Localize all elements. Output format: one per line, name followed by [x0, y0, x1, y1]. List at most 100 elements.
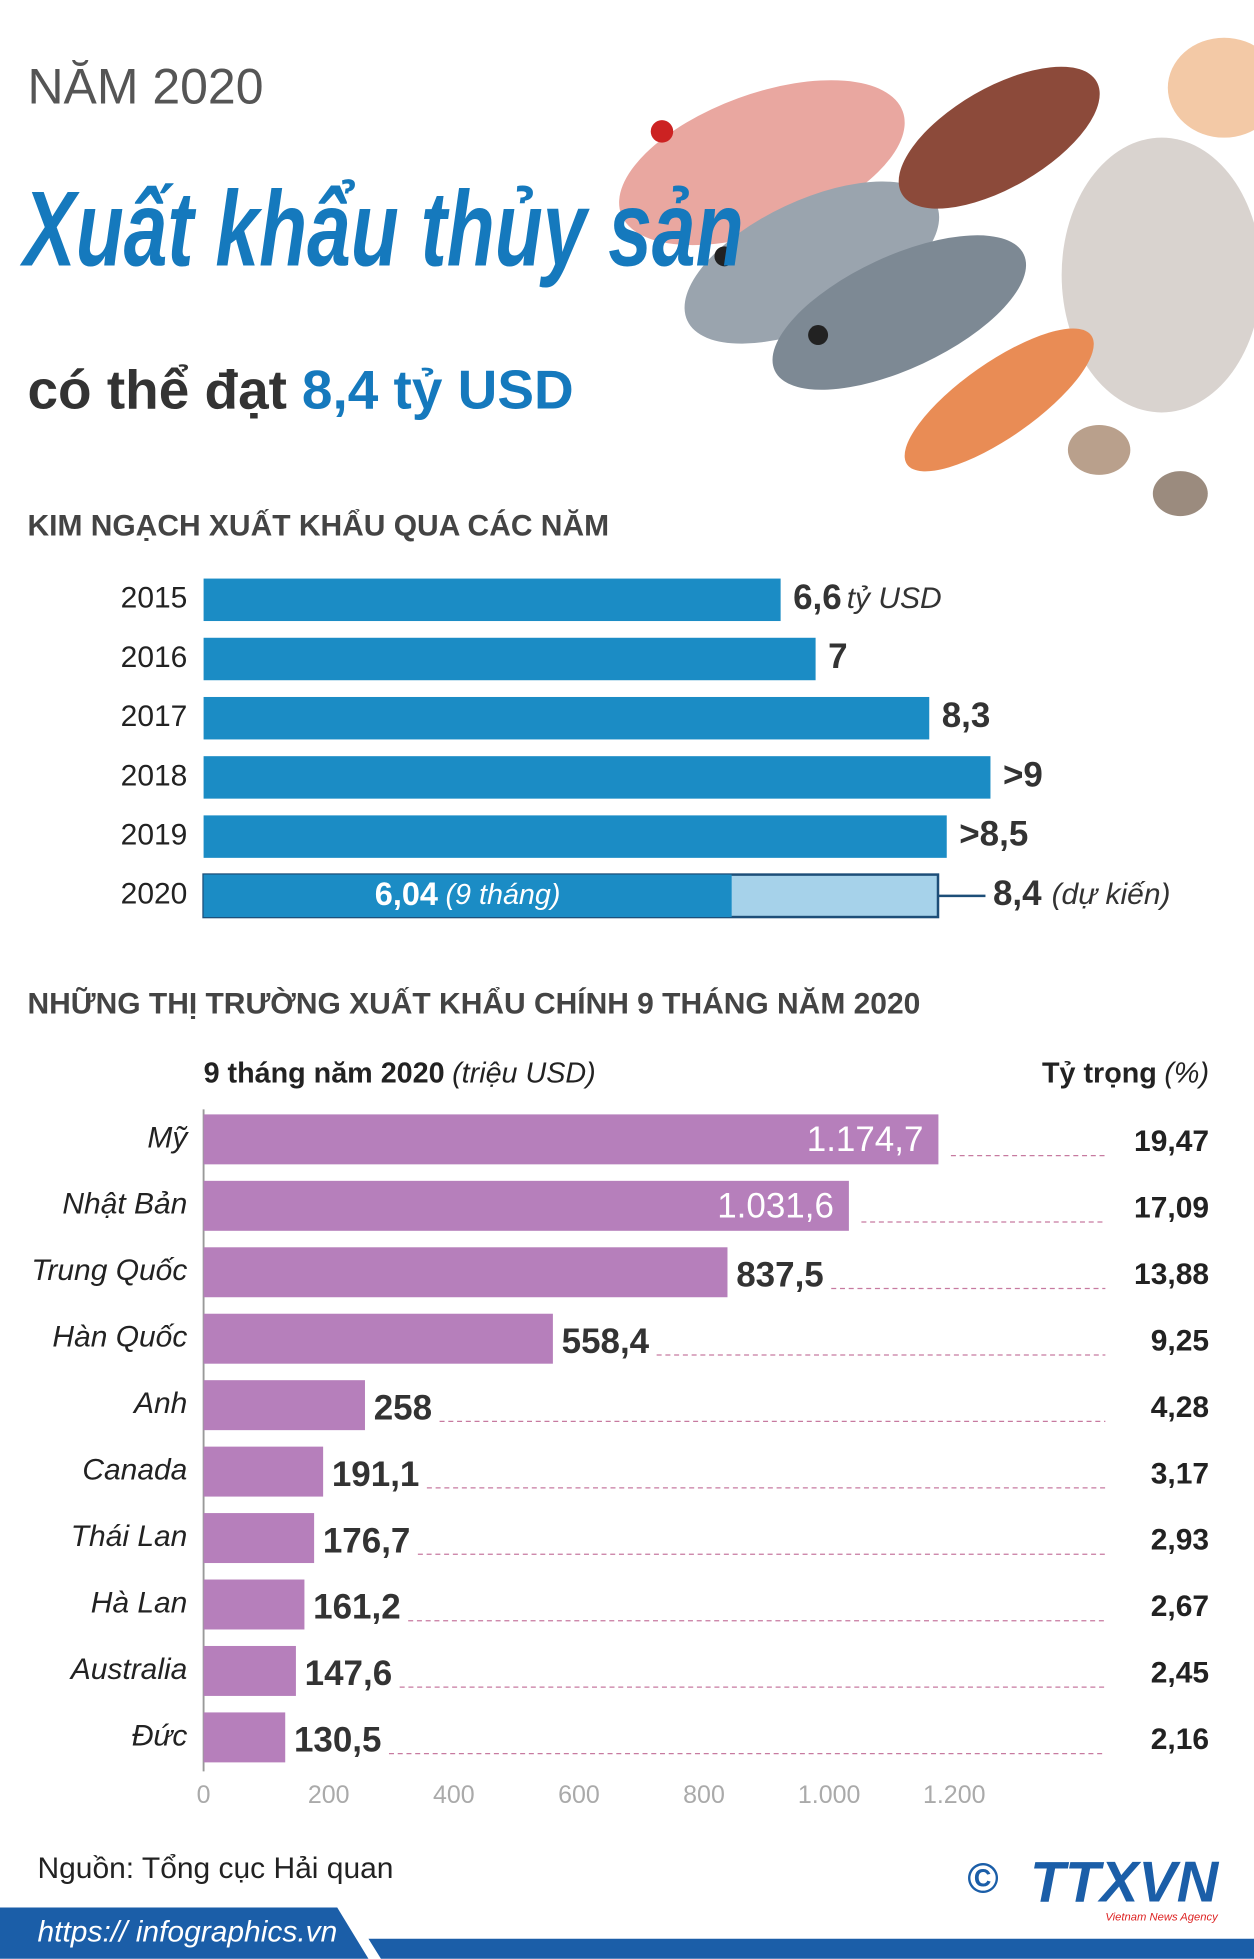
forecast-note: (dự kiến): [1052, 878, 1171, 911]
share-value: 3,17: [1151, 1457, 1209, 1490]
bar-partial: [203, 874, 732, 918]
category-label: 2017: [121, 700, 188, 733]
bar: [203, 1313, 553, 1364]
copyright: ©: [967, 1854, 998, 1901]
markets-chart: NHỮNG THỊ TRƯỜNG XUẤT KHẨU CHÍNH 9 THÁNG…: [27, 987, 1209, 1809]
bar: [203, 1645, 296, 1696]
share-label: Tỷ trọng: [1042, 1057, 1157, 1089]
value: 8,4: [993, 874, 1042, 913]
category-label: 2018: [121, 759, 188, 792]
value-label: >8,5: [959, 815, 1028, 854]
category-label: 2019: [121, 819, 188, 852]
category-label: 2015: [121, 582, 188, 615]
category-label: Anh: [132, 1387, 187, 1420]
value-label: >9: [1003, 756, 1043, 795]
bar: [203, 1513, 315, 1564]
category-label: Trung Quốc: [31, 1254, 187, 1287]
share-header: Tỷ trọng (%): [1042, 1057, 1209, 1089]
bar: [203, 637, 816, 681]
share-value: 17,09: [1134, 1191, 1209, 1224]
bar: [203, 815, 947, 858]
bar: [203, 578, 781, 622]
x-tick-label: 200: [308, 1781, 350, 1809]
category-label: Hàn Quốc: [52, 1321, 187, 1354]
x-tick-label: 600: [558, 1781, 600, 1809]
value-label: 7: [828, 637, 847, 676]
value: >8,5: [959, 815, 1028, 854]
share-value: 2,45: [1151, 1657, 1209, 1690]
x-tick-label: 1.000: [798, 1781, 860, 1809]
logo: TTXVN: [1030, 1850, 1220, 1914]
axis-title: 9 tháng năm 2020 (triệu USD): [204, 1057, 596, 1089]
year-label: NĂM 2020: [27, 58, 263, 114]
bar: [203, 696, 930, 740]
bar: [203, 1247, 728, 1298]
bar: [203, 1712, 286, 1763]
share-value: 2,16: [1151, 1723, 1209, 1756]
value-label: 8,4 (dự kiến): [993, 874, 1171, 913]
x-tick-label: 1.200: [923, 1781, 985, 1809]
share-unit: (%): [1164, 1057, 1209, 1089]
value-label: 258: [374, 1388, 432, 1427]
value-label: 191,1: [332, 1455, 420, 1494]
category-label: Hà Lan: [91, 1586, 188, 1619]
value-label: 161,2: [313, 1588, 401, 1627]
unit: tỷ USD: [847, 582, 942, 615]
category-label: 2020: [121, 878, 188, 911]
annual-chart: KIM NGẠCH XUẤT KHẨU QUA CÁC NĂM 2015 6,6 tỷ…: [27, 508, 1171, 919]
bar: [203, 1180, 849, 1231]
chart-title: NHỮNG THỊ TRƯỜNG XUẤT KHẨU CHÍNH 9 THÁNG…: [27, 987, 920, 1021]
value: >9: [1003, 756, 1043, 795]
x-tick-label: 800: [683, 1781, 725, 1809]
axis-unit: (triệu USD): [452, 1057, 596, 1089]
category-label: Australia: [69, 1653, 188, 1686]
category-label: Nhật Bản: [62, 1188, 187, 1221]
share-value: 9,25: [1151, 1324, 1209, 1357]
x-tick-label: 400: [433, 1781, 475, 1809]
partial-label: 6,04 (9 tháng): [375, 875, 561, 911]
share-value: 2,93: [1151, 1524, 1209, 1557]
category-label: Thái Lan: [71, 1520, 188, 1553]
category-label: 2016: [121, 641, 188, 674]
share-value: 2,67: [1151, 1590, 1209, 1623]
subtitle-prefix: có thể đạt: [27, 358, 286, 420]
footer-band: [0, 1907, 369, 1959]
value-label: 147,6: [305, 1654, 393, 1693]
bar: [203, 1114, 939, 1165]
value: 7: [828, 637, 847, 676]
footer-line: [368, 1938, 1254, 1959]
value-label: 130,5: [294, 1721, 382, 1760]
value-label: 6,6 tỷ USD: [793, 578, 942, 617]
category-label: Đức: [132, 1719, 188, 1752]
value: 6,6: [793, 578, 842, 617]
subtitle: có thể đạt 8,4 tỷ USD: [27, 358, 573, 420]
main-title: Xuất khẩu thủy sản: [19, 169, 743, 288]
value-label: 176,7: [323, 1521, 411, 1560]
value-label: 837,5: [736, 1255, 824, 1294]
subtitle-value: 8,4 tỷ USD: [302, 358, 574, 420]
chart-title: KIM NGẠCH XUẤT KHẨU QUA CÁC NĂM: [27, 508, 609, 542]
value: 8,3: [942, 696, 991, 735]
axis-label: 9 tháng năm 2020: [204, 1057, 445, 1089]
category-label: Mỹ: [147, 1121, 189, 1154]
share-value: 19,47: [1134, 1125, 1209, 1158]
bar: [203, 756, 991, 799]
value-label: 8,3: [942, 696, 991, 735]
source: Nguồn: Tổng cục Hải quan: [37, 1852, 393, 1885]
bar: [203, 1380, 365, 1431]
partial-value: 6,04: [375, 875, 438, 911]
share-value: 4,28: [1151, 1391, 1209, 1424]
partial-note: (9 tháng): [445, 878, 560, 910]
logo-sub: Vietnam News Agency: [1105, 1911, 1219, 1923]
bar: [203, 1446, 324, 1497]
value-label: 1.174,7: [807, 1120, 924, 1159]
seafood-illustration: [619, 37, 1254, 517]
url: https:// infographics.vn: [37, 1916, 337, 1949]
value-label: 1.031,6: [717, 1187, 834, 1226]
bar: [203, 1579, 305, 1630]
value-label: 558,4: [562, 1322, 650, 1361]
share-value: 13,88: [1134, 1258, 1209, 1291]
x-tick-label: 0: [197, 1781, 211, 1809]
